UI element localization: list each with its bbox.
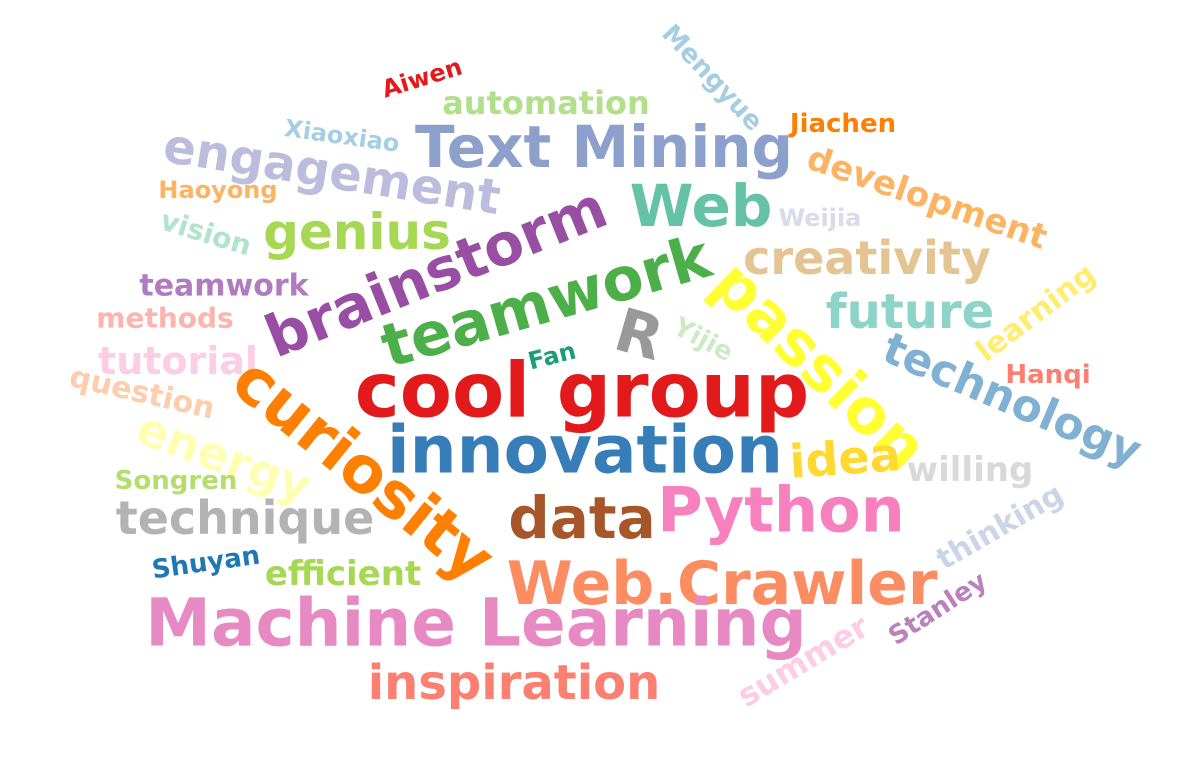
word-vision: vision [157,204,256,263]
word-web: Web [630,172,773,240]
word-genius: genius [263,203,451,261]
word-thinking: thinking [930,477,1069,578]
word-inspiration: inspiration [368,655,661,711]
word-tutorial: tutorial [98,339,258,383]
word-technique: technique [116,491,375,545]
word-jiachen: Jiachen [788,109,896,139]
word-data: data [508,484,656,552]
word-willing: willing [907,450,1034,490]
word-text-mining: Text Mining [415,113,793,181]
word-shuyan: Shuyan [150,541,262,586]
word-idea: idea [788,427,902,489]
word-web-crawler: Web.Crawler [507,549,938,619]
word-methods: methods [96,302,233,335]
word-python: Python [657,474,905,547]
word-cool-group: cool group [355,346,810,435]
word-teamwork-small: teamwork [139,269,309,304]
word-songren: Songren [115,466,238,496]
word-innovation: innovation [387,412,783,489]
word-automation: automation [442,84,650,122]
word-haoyong: Haoyong [158,176,277,204]
word-hanqi: Hanqi [1005,360,1090,390]
word-machine-learning: Machine Learning [145,585,806,662]
word-weijia: Weijia [779,204,862,232]
word-creativity: creativity [743,231,991,285]
word-efficient: efficient [265,554,421,594]
word-future: future [826,284,994,340]
